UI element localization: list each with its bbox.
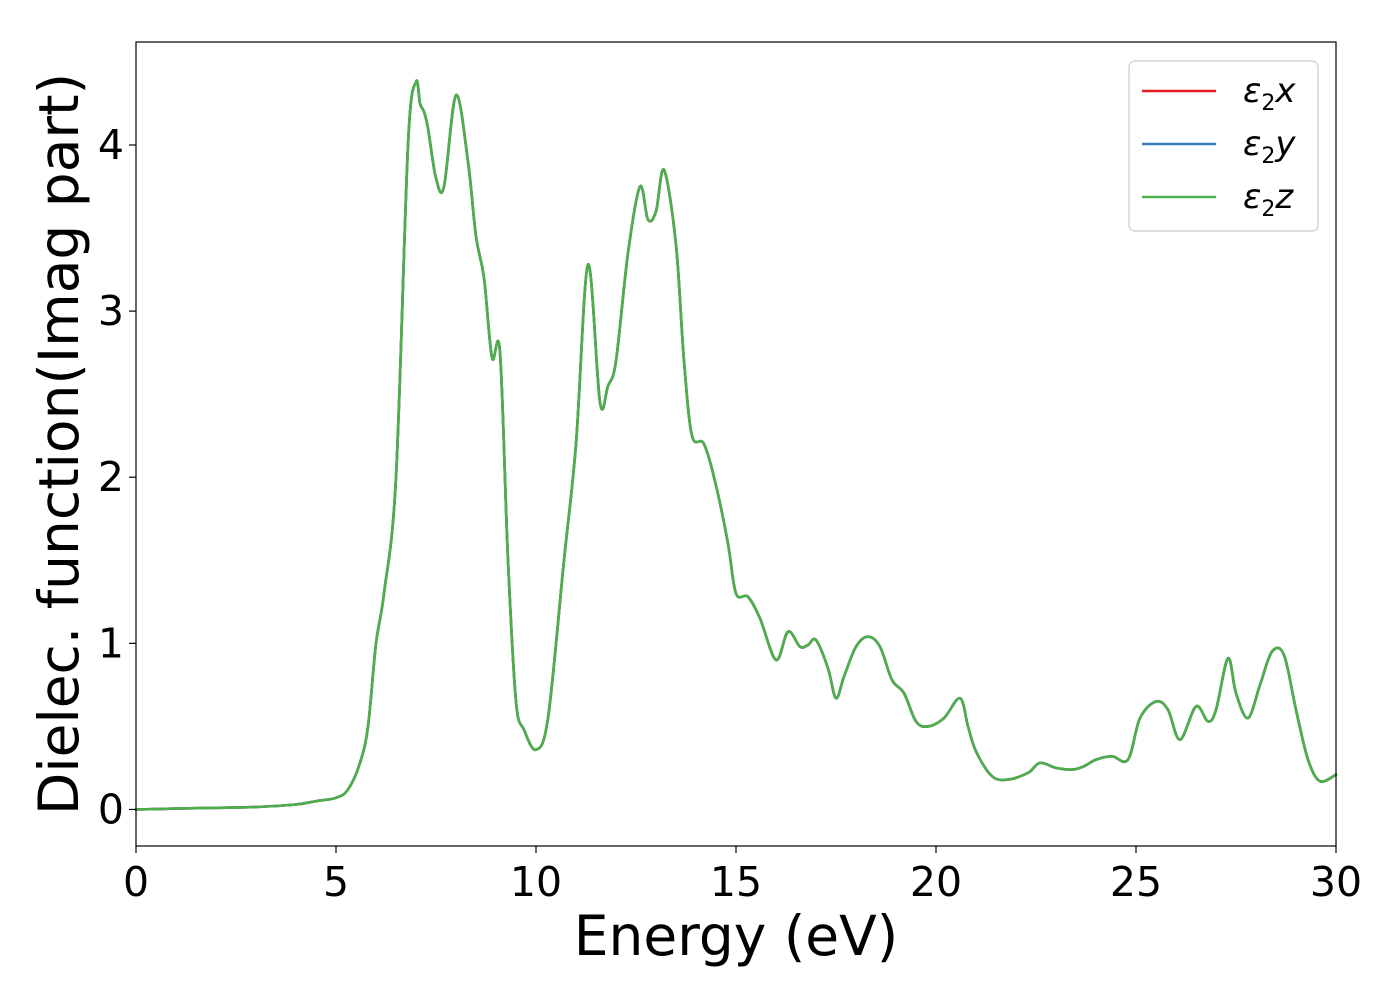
- series-line-z: [134, 79, 1338, 811]
- y-axis-ticks: 0 1 2 3 4: [98, 121, 136, 833]
- x-axis-ticks: 0 5 10 15 20 25 30: [123, 846, 1362, 906]
- x-tick-label: 5: [323, 858, 349, 906]
- series-layer: [134, 79, 1338, 811]
- x-tick-label: 20: [910, 858, 962, 906]
- y-axis-title: Dielec. function(Imag part): [27, 73, 91, 815]
- x-axis-title: Energy (eV): [574, 904, 898, 968]
- legend-label-y: ε2y: [1243, 124, 1296, 169]
- x-tick-label: 15: [710, 858, 762, 906]
- y-tick-label: 2: [98, 453, 124, 501]
- legend-box: [1128, 60, 1319, 232]
- x-tick-label: 30: [1310, 858, 1362, 906]
- x-tick-label: 10: [510, 858, 562, 906]
- y-tick-label: 0: [98, 785, 124, 833]
- y-tick-label: 4: [98, 121, 124, 169]
- legend: ε2x ε2y ε2z: [1128, 60, 1319, 232]
- x-tick-label: 25: [1110, 858, 1162, 906]
- x-tick-label: 0: [123, 858, 149, 906]
- legend-label-z: ε2z: [1243, 177, 1294, 222]
- y-tick-label: 3: [98, 287, 124, 335]
- y-tick-label: 1: [98, 619, 124, 667]
- legend-label-x: ε2x: [1243, 71, 1296, 116]
